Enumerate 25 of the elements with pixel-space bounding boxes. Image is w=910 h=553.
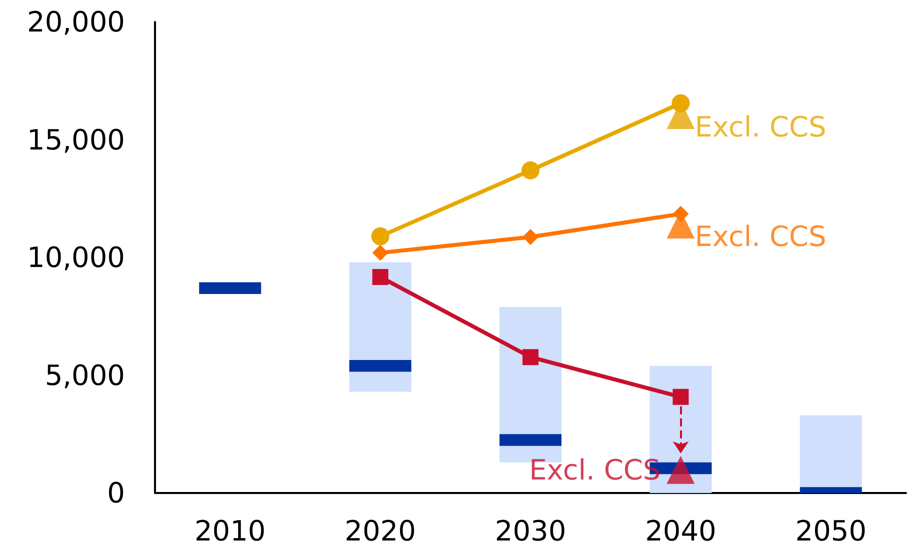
x-tick-label: 2050	[795, 514, 867, 548]
annotation: Excl. CCS	[529, 453, 661, 486]
point	[372, 244, 388, 261]
bar	[500, 434, 562, 446]
x-tick-label: 2040	[645, 514, 716, 548]
x-tick-label: 2030	[494, 514, 566, 548]
point	[372, 269, 388, 286]
point	[666, 456, 695, 484]
point	[522, 229, 538, 246]
bar	[349, 360, 412, 372]
annotation: Excl. CCS	[694, 220, 826, 254]
point	[371, 227, 390, 246]
point	[672, 388, 689, 405]
y-tick-label: 15,000	[27, 123, 125, 156]
bar	[199, 282, 262, 294]
y-tick-label: 5,000	[44, 358, 125, 392]
x-tick-label: 2020	[344, 514, 416, 548]
bar	[800, 487, 862, 493]
point	[522, 349, 538, 366]
point	[522, 161, 540, 180]
y-tick-label: 10,000	[27, 241, 125, 274]
y-tick-label: 20,000	[27, 6, 125, 38]
annotation: Excl. CCS	[694, 110, 826, 144]
x-tick-label: 2010	[194, 514, 266, 548]
y-tick-label: 0	[107, 476, 125, 510]
